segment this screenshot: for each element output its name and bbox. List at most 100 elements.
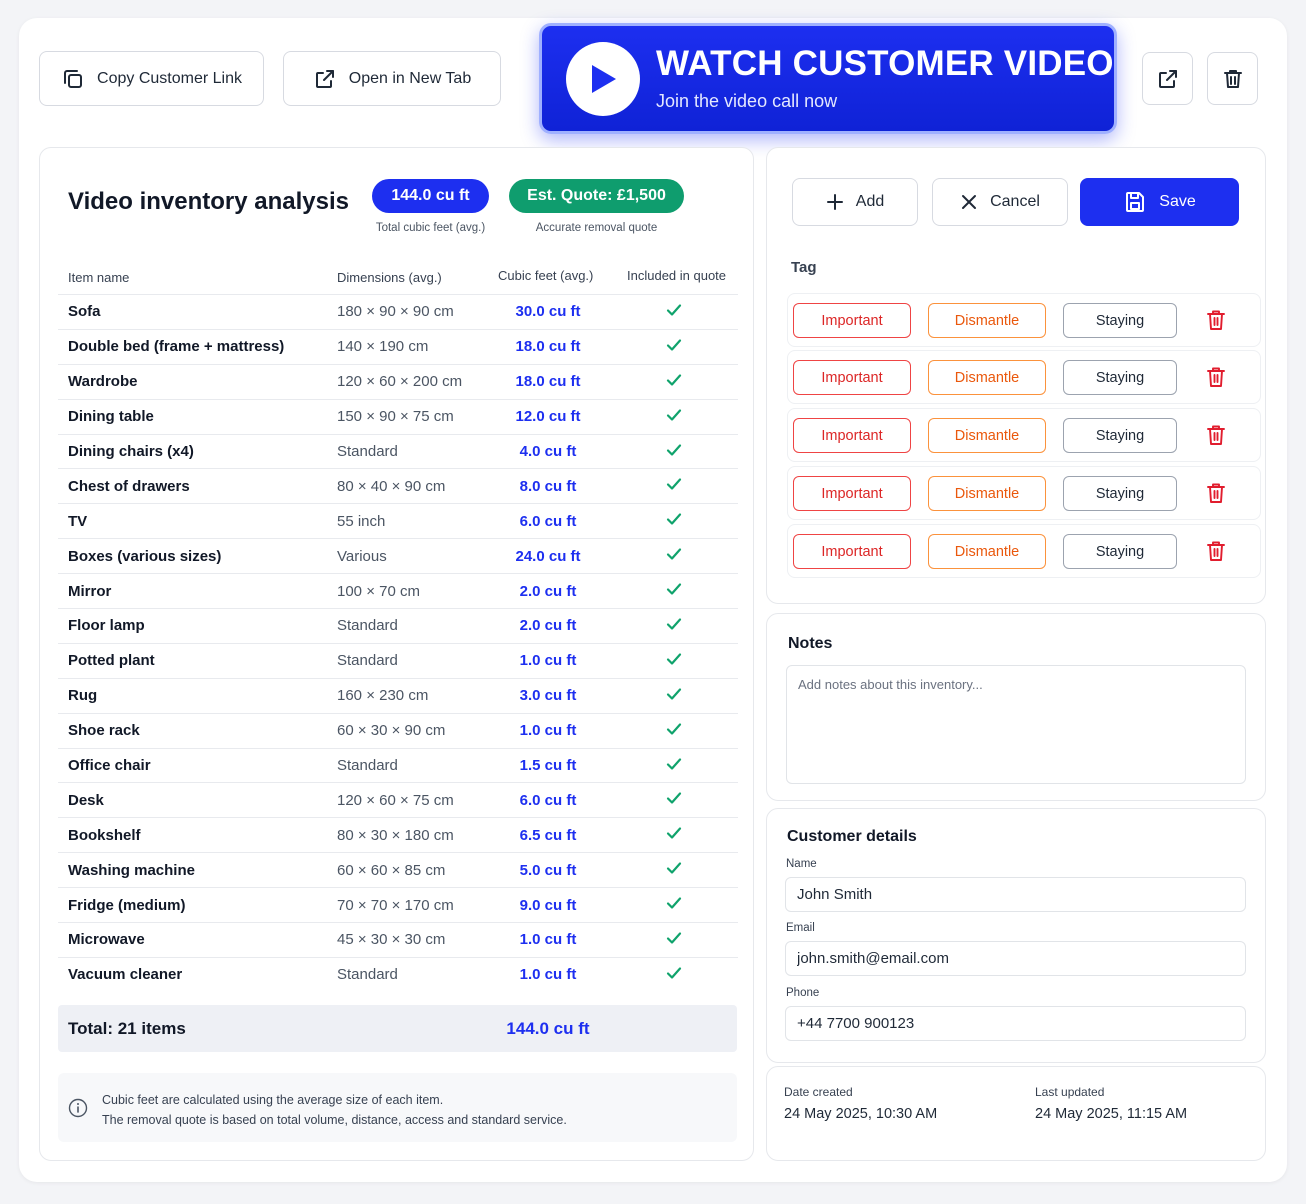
close-icon: [962, 195, 977, 209]
open-new-tab-button[interactable]: Open in New Tab: [283, 51, 501, 106]
table-row: Rug 160 × 230 cm 3.0 cu ft: [58, 677, 738, 713]
item-dimensions: 80 × 40 × 90 cm: [337, 477, 446, 495]
date-created-label: Date created: [784, 1085, 853, 1099]
item-cubic-feet: 2.0 cu ft: [519, 617, 577, 635]
item-name: Dining table: [68, 408, 154, 426]
watch-customer-video-button[interactable]: WATCH CUSTOMER VIDEO Join the video call…: [539, 23, 1117, 134]
check-icon: [666, 722, 682, 740]
inventory-table-body: Sofa 180 × 90 × 90 cm 30.0 cu ft Double bed…: [58, 294, 738, 992]
tag-row: Important Dismantle Staying: [787, 293, 1261, 347]
item-cubic-feet: 6.5 cu ft: [519, 826, 577, 844]
item-name: Wardrobe: [68, 373, 138, 391]
total-label: Total: 21 items: [68, 1019, 186, 1038]
check-icon: [666, 931, 682, 949]
phone-field[interactable]: [785, 1006, 1246, 1041]
item-dimensions: Various: [337, 547, 387, 565]
table-row: Wardrobe 120 × 60 × 200 cm 18.0 cu ft: [58, 363, 738, 399]
table-row: Fridge (medium) 70 × 70 × 170 cm 9.0 cu ft: [58, 887, 738, 922]
tag-staying[interactable]: Staying: [1063, 534, 1177, 569]
trash-icon[interactable]: [1206, 366, 1226, 393]
tag-important[interactable]: Important: [793, 534, 911, 569]
check-icon: [666, 791, 682, 809]
tag-dismantle[interactable]: Dismantle: [928, 360, 1046, 395]
trash-icon[interactable]: [1206, 309, 1226, 336]
table-row: Dining chairs (x4) Standard 4.0 cu ft: [58, 433, 738, 469]
copy-customer-link-label: Copy Customer Link: [97, 69, 242, 87]
copy-icon: [64, 69, 83, 88]
tag-row: Important Dismantle Staying: [787, 524, 1261, 578]
name-field[interactable]: [785, 877, 1246, 912]
trash-icon[interactable]: [1206, 540, 1226, 567]
save-button[interactable]: Save: [1080, 178, 1239, 226]
table-row: Double bed (frame + mattress) 140 × 190 c…: [58, 328, 738, 364]
tag-staying[interactable]: Staying: [1063, 303, 1177, 338]
email-field[interactable]: [785, 941, 1246, 976]
item-dimensions: 70 × 70 × 170 cm: [337, 896, 454, 914]
cancel-button[interactable]: Cancel: [932, 178, 1068, 226]
tag-row: Important Dismantle Staying: [787, 466, 1261, 520]
item-dimensions: Standard: [337, 757, 398, 775]
tag-dismantle[interactable]: Dismantle: [928, 476, 1046, 511]
item-dimensions: 150 × 90 × 75 cm: [337, 408, 454, 426]
quote-badge: Est. Quote: £1,500: [509, 179, 684, 213]
tag-row: Important Dismantle Staying: [787, 408, 1261, 462]
table-header: Item name Dimensions (avg.) Cubic feet (…: [40, 268, 753, 294]
check-icon: [666, 443, 682, 461]
delete-button[interactable]: [1207, 52, 1258, 105]
column-dimensions: Dimensions (avg.): [337, 270, 442, 285]
tag-dismantle[interactable]: Dismantle: [928, 534, 1046, 569]
video-banner-title: WATCH CUSTOMER VIDEO: [656, 43, 1114, 83]
dates-panel: Date created 24 May 2025, 10:30 AM Last …: [766, 1066, 1266, 1161]
item-name: Office chair: [68, 757, 151, 775]
tag-dismantle[interactable]: Dismantle: [928, 303, 1046, 338]
name-label: Name: [786, 858, 817, 870]
item-name: Mirror: [68, 582, 112, 600]
item-cubic-feet: 5.0 cu ft: [519, 861, 577, 879]
notes-panel: Notes: [766, 613, 1266, 801]
item-name: Rug: [68, 687, 98, 705]
item-name: Washing machine: [68, 861, 195, 879]
tag-important[interactable]: Important: [793, 303, 911, 338]
tags-panel: Add Cancel Save Tag Important Dismantle St…: [766, 147, 1266, 604]
tag-staying[interactable]: Staying: [1063, 418, 1177, 453]
item-cubic-feet: 4.0 cu ft: [519, 443, 577, 460]
tag-staying[interactable]: Staying: [1063, 476, 1177, 511]
play-icon: [566, 41, 640, 116]
item-name: Floor lamp: [68, 617, 145, 635]
external-link-button[interactable]: [1142, 52, 1193, 105]
add-button[interactable]: Add: [792, 178, 918, 226]
item-dimensions: 55 inch: [337, 512, 386, 530]
table-row: Vacuum cleaner Standard 1.0 cu ft: [58, 956, 738, 992]
item-cubic-feet: 3.0 cu ft: [519, 687, 577, 705]
video-banner-subtitle: Join the video call now: [656, 90, 838, 111]
table-row: Desk 120 × 60 × 75 cm 6.0 cu ft: [58, 782, 738, 817]
item-name: Shoe rack: [68, 722, 140, 740]
item-cubic-feet: 6.0 cu ft: [519, 512, 577, 530]
item-dimensions: Standard: [337, 652, 398, 670]
check-icon: [666, 896, 682, 914]
tag-important[interactable]: Important: [793, 476, 911, 511]
tag-important[interactable]: Important: [793, 418, 911, 453]
tag-dismantle[interactable]: Dismantle: [928, 418, 1046, 453]
trash-icon: [1223, 69, 1242, 88]
table-row: TV 55 inch 6.0 cu ft: [58, 503, 738, 538]
trash-icon[interactable]: [1206, 482, 1226, 509]
tag-staying[interactable]: Staying: [1063, 360, 1177, 395]
info-line-1: Cubic feet are calculated using the aver…: [102, 1093, 444, 1107]
check-icon: [666, 861, 682, 879]
table-row: Floor lamp Standard 2.0 cu ft: [58, 608, 738, 643]
trash-icon[interactable]: [1206, 424, 1226, 451]
check-icon: [666, 826, 682, 844]
copy-customer-link-button[interactable]: Copy Customer Link: [39, 51, 264, 106]
notes-textarea[interactable]: [786, 665, 1246, 784]
panel-title: Video inventory analysis: [68, 188, 350, 215]
item-dimensions: Standard: [337, 617, 398, 635]
item-name: Microwave: [68, 931, 145, 949]
item-name: Potted plant: [68, 652, 155, 670]
tag-important[interactable]: Important: [793, 360, 911, 395]
check-icon: [666, 547, 682, 565]
inventory-panel: Video inventory analysis 144.0 cu ft Tot…: [39, 147, 754, 1161]
add-label: Add: [855, 193, 885, 210]
plus-icon: [826, 194, 843, 210]
total-value: 144.0 cu ft: [506, 1019, 590, 1038]
